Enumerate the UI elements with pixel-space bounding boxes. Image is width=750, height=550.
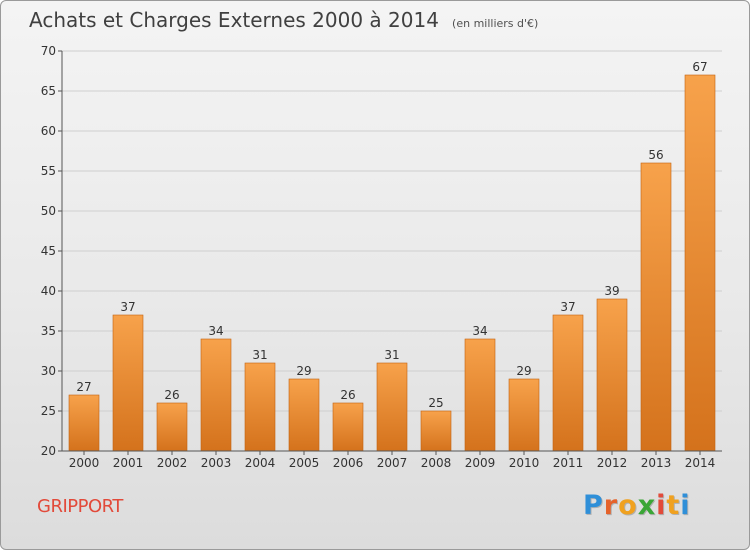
data-label: 37	[560, 300, 575, 314]
bar	[200, 338, 232, 452]
x-tick-label: 2011	[553, 456, 584, 470]
bar	[156, 402, 188, 452]
data-label: 29	[296, 364, 311, 378]
bars	[68, 74, 716, 452]
logo-letter: i	[656, 490, 667, 521]
data-label: 34	[472, 324, 487, 338]
chart-unit: (en milliers d'€)	[452, 17, 539, 30]
bar	[420, 410, 452, 452]
data-label: 39	[604, 284, 619, 298]
bar	[112, 314, 144, 452]
data-label: 31	[384, 348, 399, 362]
bar	[244, 362, 276, 452]
bar	[376, 362, 408, 452]
bar	[464, 338, 496, 452]
data-label: 34	[208, 324, 223, 338]
bar	[288, 378, 320, 452]
data-label: 67	[692, 60, 707, 74]
x-tick-label: 2006	[333, 456, 364, 470]
x-tick-label: 2004	[245, 456, 276, 470]
labels: 20 25 30 35 40 45 50 55 60 65 70 27 2000 37 2001 26 2002…	[41, 44, 716, 470]
y-tick-label: 40	[41, 284, 56, 298]
y-tick-label: 35	[41, 324, 56, 338]
bar	[596, 298, 628, 452]
data-label: 56	[648, 148, 663, 162]
data-label: 26	[340, 388, 355, 402]
x-tick-label: 2010	[509, 456, 540, 470]
x-tick-label: 2007	[377, 456, 408, 470]
data-label: 27	[76, 380, 91, 394]
logo-letter: x	[637, 490, 657, 521]
x-tick-label: 2002	[157, 456, 188, 470]
logo-letter: i	[680, 490, 691, 521]
y-tick-label: 65	[41, 84, 56, 98]
y-tick-label: 45	[41, 244, 56, 258]
y-tick-label: 60	[41, 124, 56, 138]
x-tick-label: 2000	[69, 456, 100, 470]
data-label: 25	[428, 396, 443, 410]
data-label: 29	[516, 364, 531, 378]
chart-title-block: Achats et Charges Externes 2000 à 2014 (…	[29, 8, 538, 32]
y-tick-label: 70	[41, 44, 56, 58]
proxiti-logo: Proxiti	[583, 490, 691, 521]
y-tick-label: 25	[41, 404, 56, 418]
y-tick-label: 30	[41, 364, 56, 378]
y-tick-label: 50	[41, 204, 56, 218]
data-label: 31	[252, 348, 267, 362]
y-tick-label: 20	[41, 444, 56, 458]
y-tick-label: 55	[41, 164, 56, 178]
x-tick-label: 2009	[465, 456, 496, 470]
x-tick-label: 2012	[597, 456, 628, 470]
logo-letter: t	[666, 490, 681, 521]
x-tick-label: 2005	[289, 456, 320, 470]
x-tick-label: 2003	[201, 456, 232, 470]
x-tick-label: 2001	[113, 456, 144, 470]
bar	[332, 402, 364, 452]
logo-letter: P	[583, 490, 604, 521]
bar	[640, 162, 672, 452]
bar	[552, 314, 584, 452]
x-tick-label: 2013	[641, 456, 672, 470]
bar	[684, 74, 716, 452]
axes	[58, 50, 722, 455]
x-tick-label: 2008	[421, 456, 452, 470]
place-name: GRIPPORT	[37, 496, 123, 517]
bar	[508, 378, 540, 452]
bar	[68, 394, 100, 452]
chart-title: Achats et Charges Externes 2000 à 2014	[29, 8, 439, 32]
data-label: 37	[120, 300, 135, 314]
logo-letter: r	[603, 490, 619, 521]
logo-letter: o	[618, 490, 638, 521]
data-label: 26	[164, 388, 179, 402]
x-tick-label: 2014	[685, 456, 716, 470]
